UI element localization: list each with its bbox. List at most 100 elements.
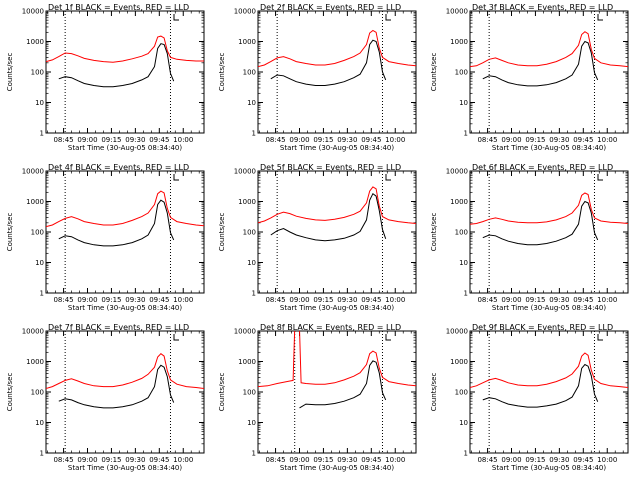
chart-panel-8: Det 8f BLACK = Events, RED = LLD 1 10 100 10… xyxy=(218,323,417,472)
x-tick-label: 09:15 xyxy=(101,296,121,304)
y-tick-label: 100 xyxy=(31,389,44,397)
y-tick-label: 1000 xyxy=(26,38,44,46)
y-tick-label: 1000 xyxy=(450,358,468,366)
y-tick-label: 100 xyxy=(455,229,468,237)
y-tick-label: 1 xyxy=(464,130,468,138)
series-group xyxy=(46,35,204,88)
chart-title: Det 8f BLACK = Events, RED = LLD xyxy=(260,323,401,332)
x-tick-label: 09:30 xyxy=(125,136,145,144)
chart-title: Det 9f BLACK = Events, RED = LLD xyxy=(472,323,613,332)
x-axis-label: Start Time (30-Aug-05 08:34:40) xyxy=(68,144,182,152)
x-tick-label: 10:00 xyxy=(173,456,193,464)
y-tick-label: 10 xyxy=(459,419,468,427)
x-tick-label: 09:15 xyxy=(525,296,545,304)
y-tick-label: 100 xyxy=(455,69,468,77)
y-tick-label: 10 xyxy=(35,99,44,107)
series-group xyxy=(46,353,204,409)
x-tick-label: 10:00 xyxy=(385,136,405,144)
x-tick-label: 09:30 xyxy=(549,136,569,144)
plot-frame xyxy=(45,330,205,454)
red-lld-series xyxy=(470,352,628,388)
x-axis-label: Start Time (30-Aug-05 08:34:40) xyxy=(280,464,394,472)
x-tick-label: 09:15 xyxy=(313,136,333,144)
chart-panel-4: Det 4f BLACK = Events, RED = LLD 1 10 100 10… xyxy=(6,163,205,312)
x-tick-label: 09:00 xyxy=(77,136,97,144)
y-tick-label: 10000 xyxy=(22,8,44,16)
y-tick-label: 10 xyxy=(247,419,256,427)
x-tick-label: 09:00 xyxy=(501,296,521,304)
x-tick-label: 09:00 xyxy=(289,456,309,464)
y-tick-label: 100 xyxy=(243,229,256,237)
y-tick-label: 1 xyxy=(252,130,256,138)
red-lld-series xyxy=(258,331,416,388)
black-events-series xyxy=(482,200,599,246)
x-tick-label: 10:00 xyxy=(173,136,193,144)
y-tick-label: 1000 xyxy=(450,198,468,206)
x-tick-label: 09:00 xyxy=(77,296,97,304)
chart-panel-6: Det 6f BLACK = Events, RED = LLD 1 10 100 10… xyxy=(430,163,629,312)
x-tick-label: 09:30 xyxy=(337,456,357,464)
x-tick-label: 09:15 xyxy=(525,136,545,144)
red-lld-series xyxy=(46,190,204,228)
chart-panel-9: Det 9f BLACK = Events, RED = LLD 1 10 100 10… xyxy=(430,323,629,472)
y-tick-label: 100 xyxy=(31,229,44,237)
x-tick-label: 09:45 xyxy=(149,456,169,464)
y-tick-label: 10000 xyxy=(22,328,44,336)
x-tick-label: 09:30 xyxy=(337,136,357,144)
y-tick-label: 10 xyxy=(247,99,256,107)
corner-bracket-mark xyxy=(173,14,179,21)
y-tick-label: 10 xyxy=(459,259,468,267)
x-tick-label: 08:45 xyxy=(265,136,285,144)
y-axis-label: Counts/sec xyxy=(218,53,226,92)
y-tick-label: 1 xyxy=(40,450,44,458)
chart-panel-7: Det 7f BLACK = Events, RED = LLD 1 10 100 10… xyxy=(6,323,205,472)
y-tick-label: 1000 xyxy=(26,358,44,366)
x-tick-label: 09:45 xyxy=(149,296,169,304)
y-tick-label: 1000 xyxy=(450,38,468,46)
y-tick-label: 10 xyxy=(35,419,44,427)
x-tick-label: 08:45 xyxy=(53,136,73,144)
black-events-series xyxy=(270,192,387,242)
x-tick-label: 08:45 xyxy=(265,456,285,464)
x-tick-label: 08:45 xyxy=(477,296,497,304)
chart-title: Det 3f BLACK = Events, RED = LLD xyxy=(472,3,613,12)
x-tick-label: 09:45 xyxy=(573,136,593,144)
x-tick-label: 09:45 xyxy=(361,136,381,144)
y-tick-label: 100 xyxy=(31,69,44,77)
series-group xyxy=(470,352,628,408)
y-tick-label: 10000 xyxy=(22,168,44,176)
y-tick-label: 10000 xyxy=(446,8,468,16)
y-tick-label: 10 xyxy=(247,259,256,267)
corner-bracket-mark xyxy=(385,174,391,181)
y-tick-label: 1 xyxy=(464,290,468,298)
chart-panel-5: Det 5f BLACK = Events, RED = LLD 1 10 100 10… xyxy=(218,163,417,312)
black-events-series xyxy=(299,360,387,409)
y-axis-label: Counts/sec xyxy=(430,213,438,252)
black-events-series xyxy=(270,39,387,86)
x-tick-label: 09:00 xyxy=(501,456,521,464)
chart-panel-3: Det 3f BLACK = Events, RED = LLD 1 10 100 10… xyxy=(430,3,629,152)
chart-panel-2: Det 2f BLACK = Events, RED = LLD 1 10 100 10… xyxy=(218,3,417,152)
y-tick-label: 1000 xyxy=(238,198,256,206)
series-group xyxy=(470,31,628,87)
x-tick-label: 09:30 xyxy=(549,296,569,304)
plot-frame xyxy=(469,330,629,454)
plot-frame xyxy=(257,330,417,454)
y-axis-label: Counts/sec xyxy=(6,373,14,412)
x-tick-label: 08:45 xyxy=(53,456,73,464)
x-tick-label: 08:45 xyxy=(477,136,497,144)
x-tick-label: 09:15 xyxy=(525,456,545,464)
y-axis-label: Counts/sec xyxy=(6,213,14,252)
x-axis-label: Start Time (30-Aug-05 08:34:40) xyxy=(280,144,394,152)
x-tick-label: 09:15 xyxy=(101,136,121,144)
y-axis-label: Counts/sec xyxy=(6,53,14,92)
chart-title: Det 2f BLACK = Events, RED = LLD xyxy=(260,3,401,12)
plot-frame xyxy=(45,10,205,134)
y-tick-label: 1000 xyxy=(238,358,256,366)
x-tick-label: 10:00 xyxy=(597,296,617,304)
x-axis-label: Start Time (30-Aug-05 08:34:40) xyxy=(492,144,606,152)
x-tick-label: 09:30 xyxy=(125,296,145,304)
y-tick-label: 10000 xyxy=(234,8,256,16)
x-tick-label: 09:45 xyxy=(361,456,381,464)
x-axis-label: Start Time (30-Aug-05 08:34:40) xyxy=(68,304,182,312)
